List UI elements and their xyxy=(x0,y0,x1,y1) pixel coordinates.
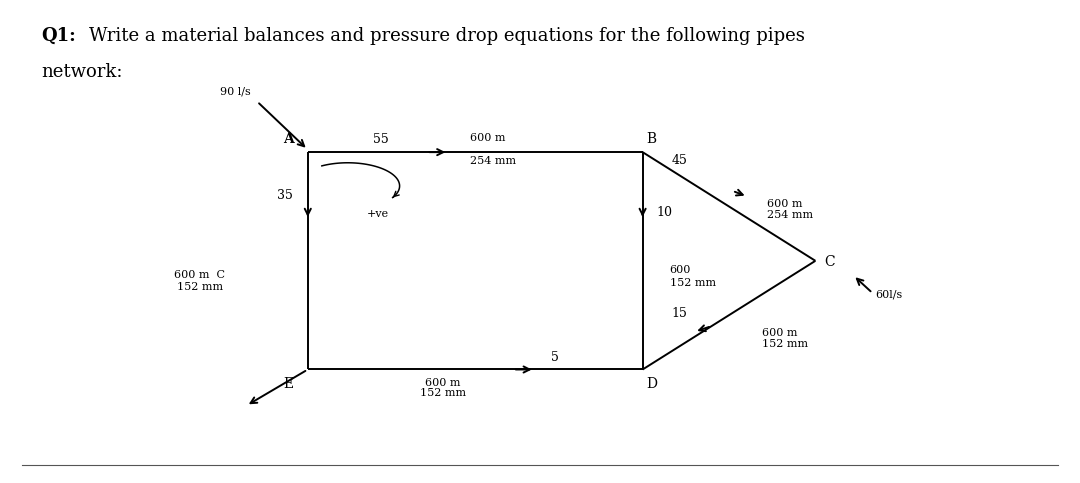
Text: 600 m: 600 m xyxy=(470,133,505,143)
Text: E: E xyxy=(284,377,294,391)
Text: C: C xyxy=(824,256,835,269)
Text: 600 m: 600 m xyxy=(426,378,460,388)
Text: B: B xyxy=(646,132,656,146)
Text: D: D xyxy=(646,377,657,391)
Text: Q1:: Q1: xyxy=(41,27,76,44)
Text: Write a material balances and pressure drop equations for the following pipes: Write a material balances and pressure d… xyxy=(89,27,805,44)
Text: 152 mm: 152 mm xyxy=(420,388,465,398)
Text: 152 mm: 152 mm xyxy=(177,283,222,292)
Text: 45: 45 xyxy=(672,155,688,167)
Text: 600 m: 600 m xyxy=(762,328,798,338)
Text: network:: network: xyxy=(41,63,122,81)
Text: 10: 10 xyxy=(657,206,673,219)
Text: 600 m: 600 m xyxy=(767,199,802,209)
Text: 152 mm: 152 mm xyxy=(670,278,716,287)
Text: 55: 55 xyxy=(373,133,389,146)
Text: A: A xyxy=(283,132,294,146)
Text: 5: 5 xyxy=(551,351,558,364)
Text: 15: 15 xyxy=(672,308,688,320)
Text: 90 l/s: 90 l/s xyxy=(220,86,251,97)
Text: 60l/s: 60l/s xyxy=(875,290,902,299)
Text: 35: 35 xyxy=(276,189,293,202)
Text: 600: 600 xyxy=(670,266,691,275)
Text: 254 mm: 254 mm xyxy=(767,210,813,220)
Text: 600 m  C: 600 m C xyxy=(174,270,226,280)
Text: 254 mm: 254 mm xyxy=(470,156,516,167)
Text: +ve: +ve xyxy=(367,209,389,219)
Text: 152 mm: 152 mm xyxy=(762,340,809,349)
